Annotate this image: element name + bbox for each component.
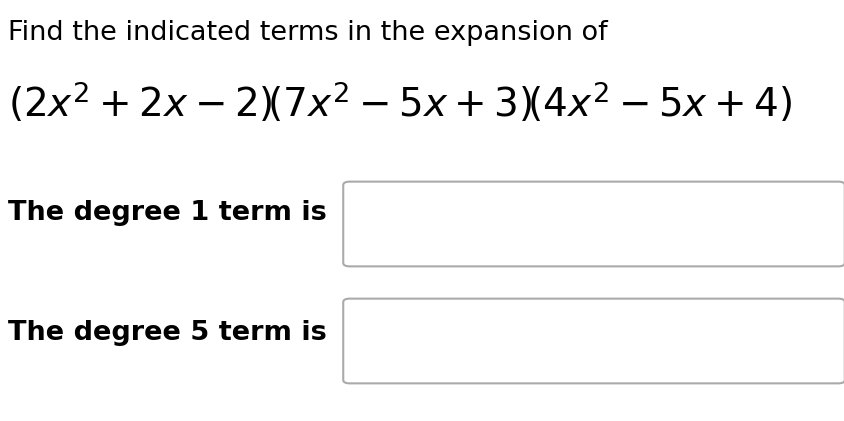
- Text: The degree 5 term is: The degree 5 term is: [8, 320, 327, 346]
- Text: $\left(2x^2+2x-2\right)\!\left(7x^2-5x+3\right)\!\left(4x^2-5x+4\right)$: $\left(2x^2+2x-2\right)\!\left(7x^2-5x+3…: [8, 80, 792, 125]
- Text: The degree 1 term is: The degree 1 term is: [8, 200, 327, 226]
- Text: Find the indicated terms in the expansion of: Find the indicated terms in the expansio…: [8, 20, 607, 46]
- FancyBboxPatch shape: [343, 298, 844, 384]
- FancyBboxPatch shape: [343, 181, 844, 266]
